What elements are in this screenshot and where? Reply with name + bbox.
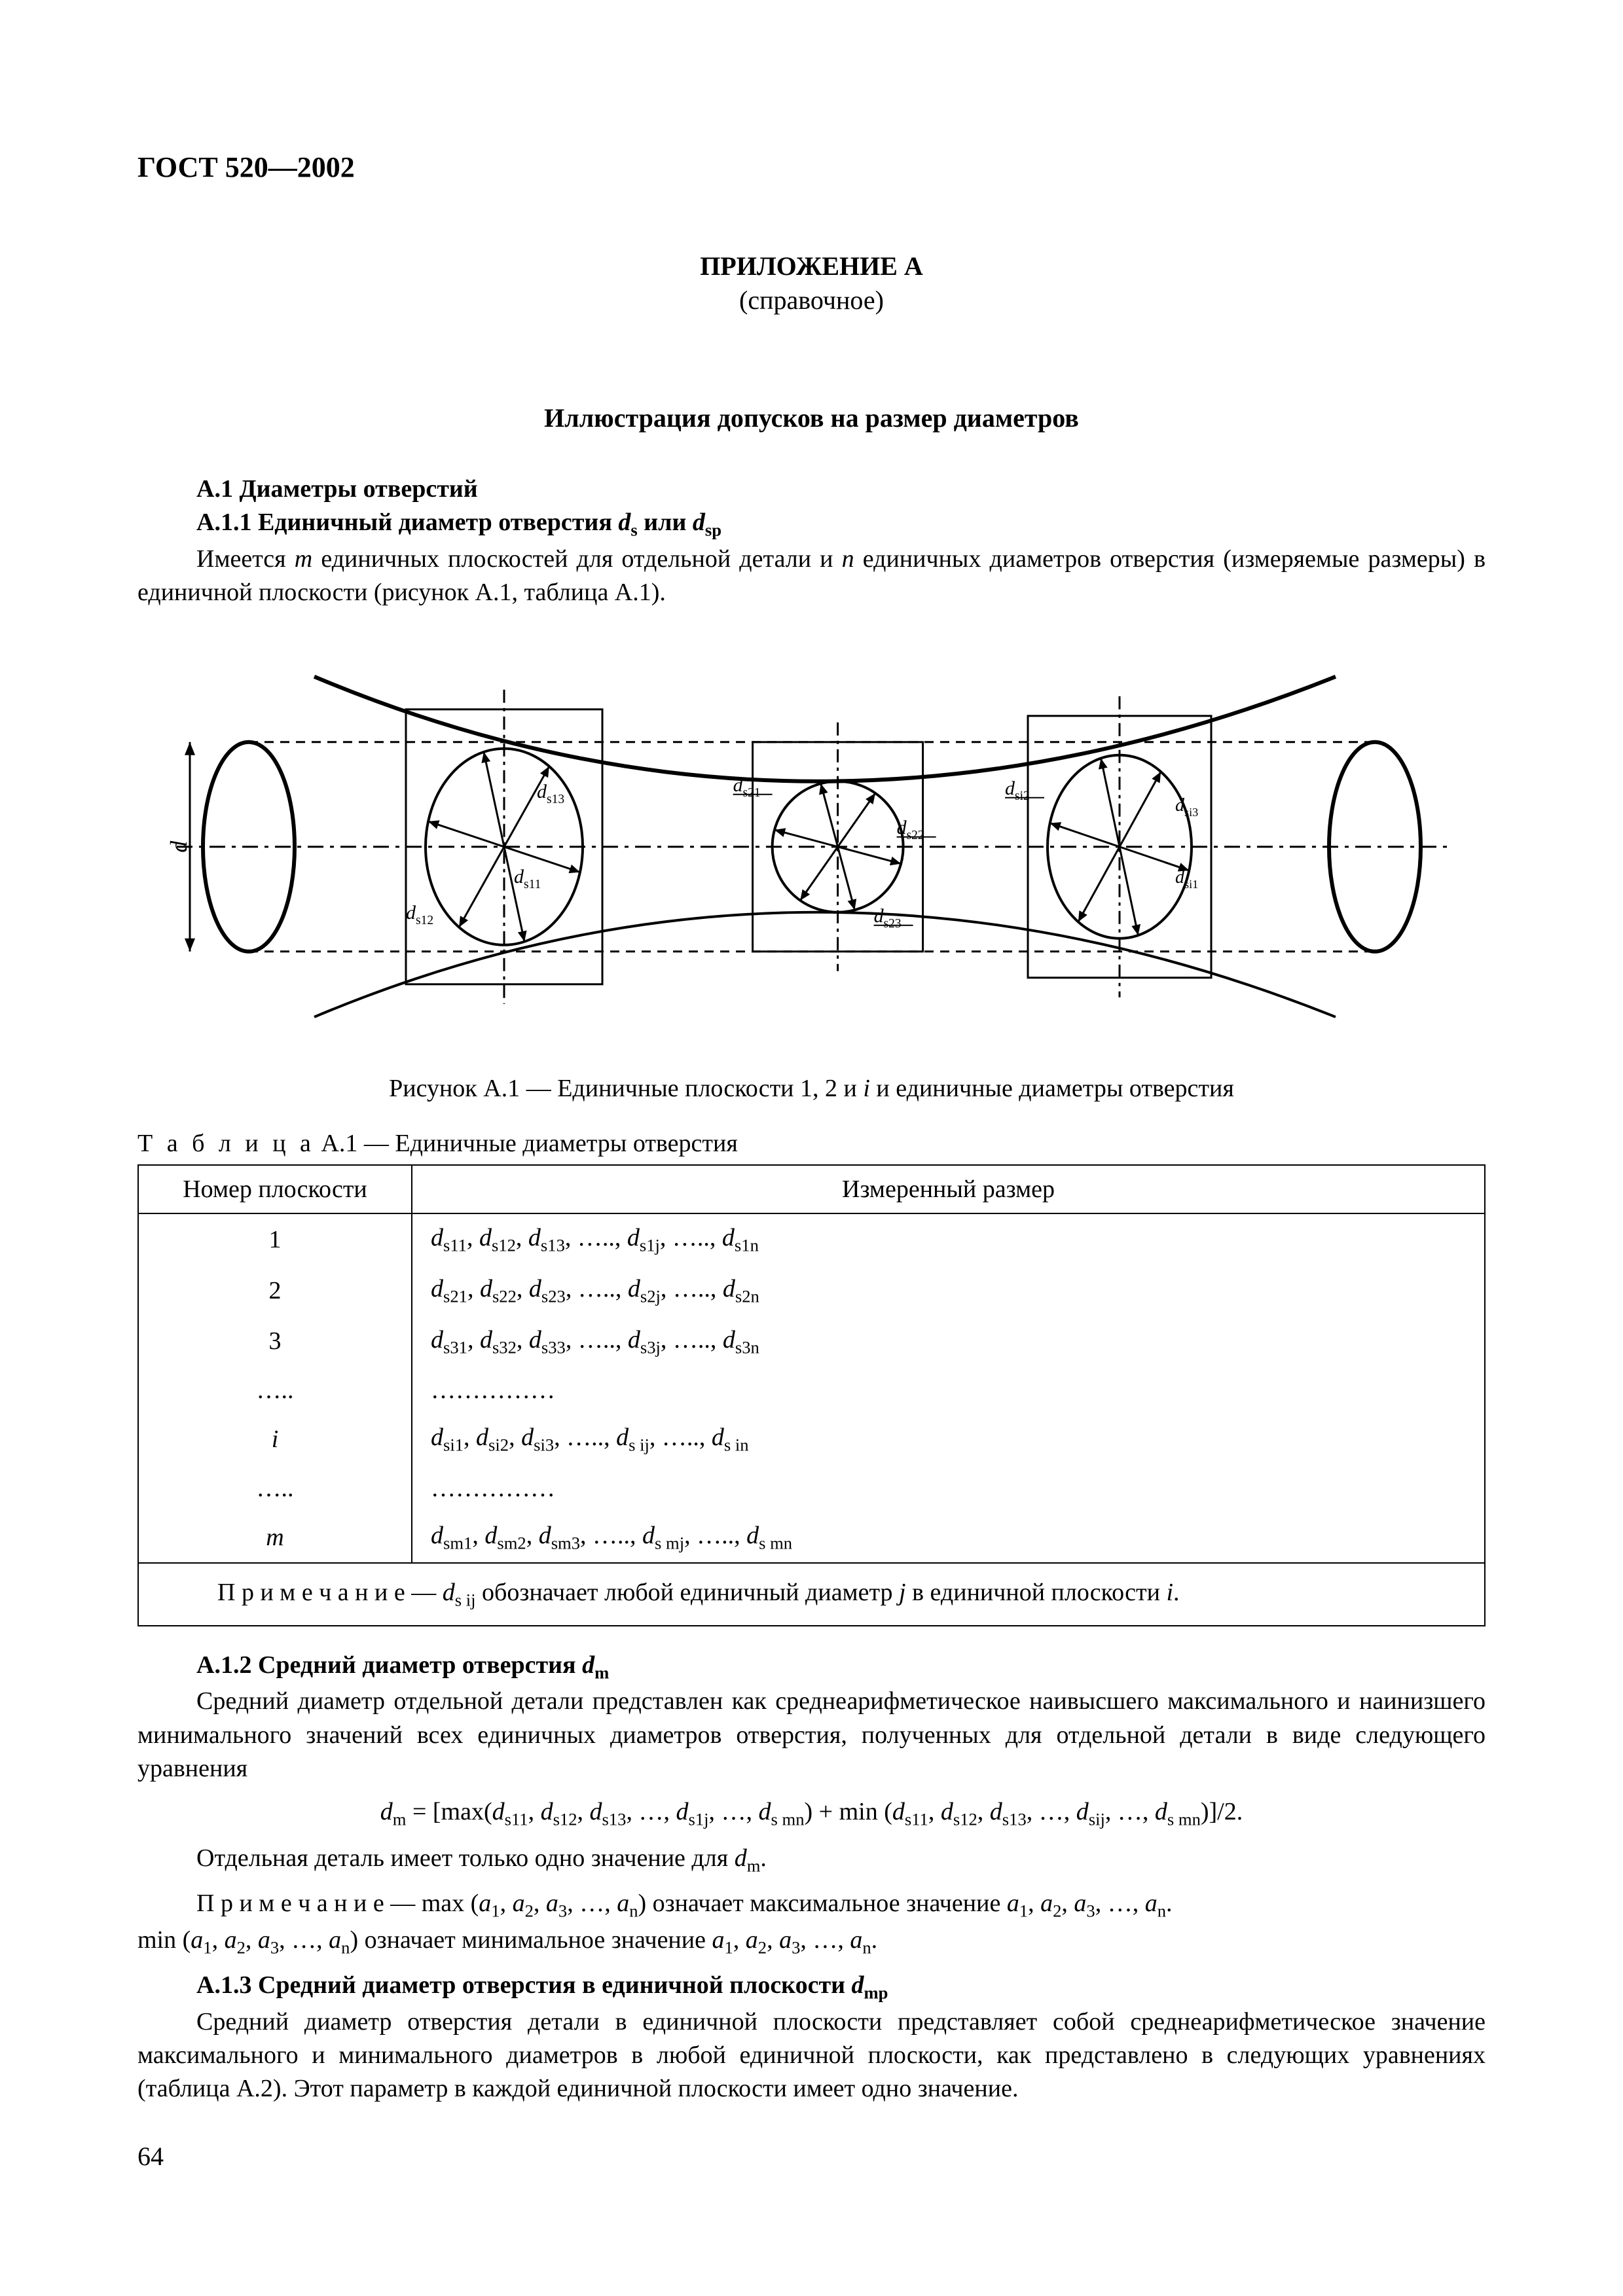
para-a13: Средний диаметр отверстия детали в едини…	[137, 2005, 1486, 2106]
table-row-measurements: ds21, ds22, ds23, ….., ds2j, ….., ds2n	[412, 1265, 1485, 1316]
note-sym-sub: s ij	[455, 1590, 476, 1610]
table-row-measurements: ……………	[412, 1465, 1485, 1512]
heading-a12-prefix: А.1.2 Средний диаметр отверстия	[196, 1651, 582, 1679]
sym-ds-base: d	[618, 509, 630, 536]
para-a12-2-prefix: Отдельная деталь имеет только одно значе…	[196, 1844, 735, 1872]
para-a12-1: Средний диаметр отдельной детали предста…	[137, 1685, 1486, 1785]
document-header: ГОСТ 520—2002	[137, 151, 1486, 184]
heading-a11: А.1.1 Единичный диаметр отверстия ds или…	[137, 506, 1486, 542]
table-row-measurements: dsm1, dsm2, dsm3, ….., ds mj, ….., ds mn	[412, 1512, 1485, 1564]
para-a11-1: Имеется	[196, 545, 295, 573]
para-a12-2-sub: m	[747, 1856, 761, 1876]
table-caption: Т а б л и ц а А.1 — Единичные диаметры о…	[137, 1129, 1486, 1158]
svg-text:ds22: ds22	[896, 817, 924, 842]
figure-svg: dds13ds12ds11ds21ds22ds23dsi2dsi3dsi1	[164, 629, 1460, 1048]
appendix-line: ПРИЛОЖЕНИЕ А	[700, 251, 923, 281]
table-a1: Номер плоскости Измеренный размер 1ds11,…	[137, 1164, 1486, 1626]
formula-a12: dm = [max(ds11, ds12, ds13, …, ds1j, …, …	[137, 1797, 1486, 1830]
para-a11-2: единичных плоскостей для отдельной детал…	[312, 545, 841, 573]
appendix-title: ПРИЛОЖЕНИЕ А (справочное)	[137, 249, 1486, 317]
svg-text:ds12: ds12	[406, 902, 433, 927]
sym-dm-sub: m	[594, 1663, 609, 1683]
note-a12-line1: П р и м е ч а н и е — max (a1, a2, a3, ……	[137, 1887, 1486, 1923]
svg-text:ds11: ds11	[514, 866, 541, 891]
note-i: i	[1166, 1579, 1173, 1606]
heading-a12: А.1.2 Средний диаметр отверстия dm	[137, 1649, 1486, 1685]
sym-dsp-base: d	[693, 509, 705, 536]
page-number: 64	[137, 2141, 164, 2172]
table-row-measurements: ds31, ds32, ds33, ….., ds3j, ….., ds3n	[412, 1316, 1485, 1367]
para-a12-2-base: d	[735, 1844, 747, 1872]
table-col2: Измеренный размер	[412, 1165, 1485, 1213]
section-title: Иллюстрация допусков на размер диаметров	[137, 403, 1486, 433]
note-end: .	[1173, 1579, 1180, 1606]
note-mid2: в единичной плоскости	[906, 1579, 1167, 1606]
heading-a13-prefix: А.1.3 Средний диаметр отверстия в единич…	[196, 1971, 852, 1999]
figure-caption-suffix: и единичные диаметры отверстия	[870, 1075, 1234, 1102]
sym-dmp-base: d	[852, 1971, 864, 1999]
table-row-plane: …..	[138, 1367, 412, 1414]
table-note: П р и м е ч а н и е — ds ij обозначает л…	[138, 1563, 1485, 1626]
note-a12-line2: min (a1, a2, a3, …, an) означает минимал…	[137, 1924, 1486, 1960]
para-a11: Имеется m единичных плоскостей для отдел…	[137, 543, 1486, 610]
svg-text:dsi2: dsi2	[1005, 778, 1030, 803]
sym-dmp-sub: mp	[864, 1983, 888, 2003]
table-row-plane: 1	[138, 1213, 412, 1265]
table-caption-rest: А.1 — Единичные диаметры отверстия	[315, 1130, 738, 1157]
svg-text:ds13: ds13	[537, 781, 564, 806]
heading-a11-prefix: А.1.1 Единичный диаметр отверстия	[196, 509, 618, 536]
table-note-prefix: П р и м е ч а н и е —	[217, 1579, 443, 1606]
heading-a13: А.1.3 Средний диаметр отверстия в единич…	[137, 1969, 1486, 2005]
para-a12-2: Отдельная деталь имеет только одно значе…	[137, 1842, 1486, 1878]
page: ГОСТ 520—2002 ПРИЛОЖЕНИЕ А (справочное) …	[0, 0, 1623, 2296]
para-a12-2-end: .	[760, 1844, 767, 1872]
appendix-subtitle: (справочное)	[739, 285, 884, 315]
table-row-plane: i	[138, 1414, 412, 1465]
svg-text:ds23: ds23	[873, 905, 901, 931]
note-sym-base: d	[443, 1579, 455, 1606]
heading-a11-or: или	[638, 509, 693, 536]
table-row-plane: 2	[138, 1265, 412, 1316]
sym-ds-sub: s	[630, 520, 637, 540]
table-row-measurements: ……………	[412, 1367, 1485, 1414]
table-col1: Номер плоскости	[138, 1165, 412, 1213]
figure-caption: Рисунок А.1 — Единичные плоскости 1, 2 и…	[137, 1074, 1486, 1103]
svg-text:dsi3: dsi3	[1175, 795, 1198, 819]
note-j: j	[899, 1579, 906, 1606]
table-row-measurements: dsi1, dsi2, dsi3, ….., ds ij, ….., ds in	[412, 1414, 1485, 1465]
table-caption-spaced: Т а б л и ц а	[137, 1130, 315, 1157]
table-row-plane: …..	[138, 1465, 412, 1512]
table-row-measurements: ds11, ds12, ds13, ….., ds1j, ….., ds1n	[412, 1213, 1485, 1265]
para-a11-m: m	[295, 545, 312, 573]
sym-dsp-sub: sp	[705, 520, 721, 540]
sym-dm-base: d	[582, 1651, 594, 1679]
figure-caption-prefix: Рисунок А.1 — Единичные плоскости 1, 2 и	[389, 1075, 863, 1102]
note-mid: обозначает любой единичный диаметр	[476, 1579, 900, 1606]
para-a11-n: n	[842, 545, 854, 573]
figure-caption-i: i	[863, 1075, 870, 1102]
heading-a1: А.1 Диаметры отверстий	[137, 473, 1486, 506]
table-row-plane: 3	[138, 1316, 412, 1367]
table-row-plane: m	[138, 1512, 412, 1564]
figure-a1: dds13ds12ds11ds21ds22ds23dsi2dsi3dsi1	[137, 629, 1486, 1048]
